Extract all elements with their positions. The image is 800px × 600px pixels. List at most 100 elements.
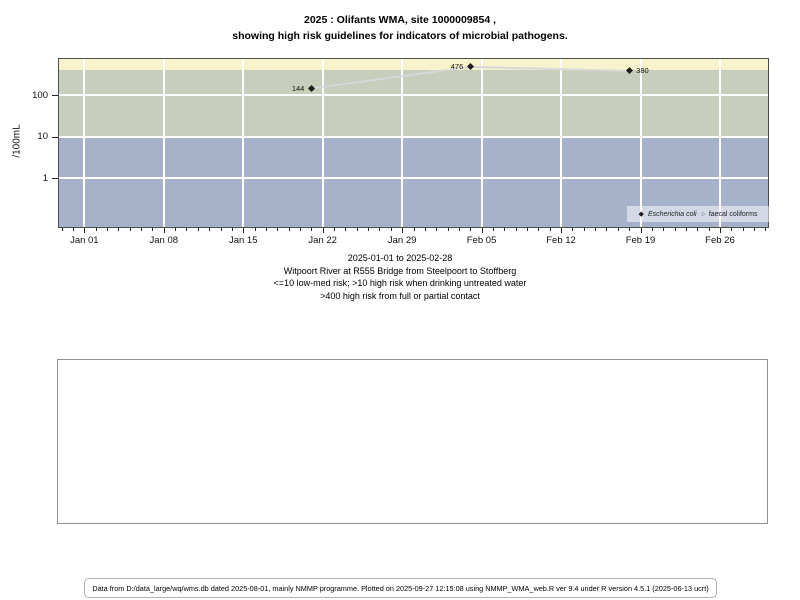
- y-gridline: [58, 177, 769, 179]
- x-minor-tick: [742, 228, 744, 231]
- x-minor-tick: [504, 228, 506, 231]
- x-tick-label: Feb 05: [466, 235, 497, 246]
- x-tick-label: Jan 22: [308, 235, 337, 246]
- plot-border: [58, 58, 769, 228]
- x-gridline: [162, 58, 165, 228]
- x-minor-tick: [685, 228, 687, 231]
- subtitle-site-description: Witpoort River at R555 Bridge from Steel…: [283, 265, 517, 276]
- x-tick-label: Jan 01: [70, 235, 99, 246]
- legend-label-escherichia-coli: Escherichia coli: [647, 210, 697, 218]
- x-major-tick: [561, 228, 563, 233]
- chart-title: 2025 : Olifants WMA, site 1000009854 , s…: [0, 12, 800, 44]
- x-minor-tick: [549, 228, 551, 231]
- x-minor-tick: [436, 228, 438, 231]
- x-minor-tick: [470, 228, 472, 231]
- chart-legend: ◆ Escherichia coli ○ faecal coliforms: [627, 206, 769, 222]
- x-minor-tick: [572, 228, 574, 231]
- x-minor-tick: [141, 228, 143, 231]
- x-minor-tick: [674, 228, 676, 231]
- x-minor-tick: [254, 228, 256, 231]
- faecal-coliforms-circle-icon: ○: [700, 210, 705, 218]
- x-major-tick: [163, 228, 165, 233]
- escherichia-coli-series-line: [310, 65, 631, 90]
- chart-subtitle: 2025-01-01 to 2025-02-28 Witpoort River …: [0, 252, 800, 302]
- x-minor-tick: [61, 228, 63, 231]
- footer: Data from D:/data_large/wq/wms.db dated …: [84, 578, 717, 598]
- x-minor-tick: [118, 228, 120, 231]
- y-gridline: [58, 94, 769, 96]
- x-gridline: [83, 58, 86, 228]
- x-minor-tick: [708, 228, 710, 231]
- x-gridline: [480, 58, 483, 228]
- x-minor-tick: [129, 228, 131, 231]
- x-minor-tick: [368, 228, 370, 231]
- x-minor-tick: [152, 228, 154, 231]
- chart-title-line-1: 2025 : Olifants WMA, site 1000009854 ,: [303, 14, 496, 26]
- x-tick-label: Feb 19: [625, 235, 656, 246]
- y-tick: [52, 178, 58, 179]
- x-minor-tick: [527, 228, 528, 231]
- subtitle-risk-guideline-1: <=10 low-med risk; >10 high risk when dr…: [273, 278, 527, 288]
- subtitle-date-range: 2025-01-01 to 2025-02-28: [347, 253, 453, 263]
- x-minor-tick: [107, 228, 109, 231]
- x-major-tick: [243, 228, 245, 233]
- x-major-tick: [481, 228, 483, 233]
- x-minor-tick: [277, 228, 279, 231]
- x-minor-tick: [424, 228, 426, 231]
- x-minor-tick: [663, 228, 665, 231]
- data-point-label: 476: [450, 62, 464, 72]
- x-minor-tick: [754, 228, 756, 231]
- risk-band-above-400-high-risk-full-or-partial-contact: [58, 58, 769, 71]
- x-minor-tick: [265, 228, 267, 231]
- data-point-label: 380: [636, 66, 649, 76]
- x-minor-tick: [617, 228, 619, 231]
- legend-label-faecal-coliforms: faecal coliforms: [708, 210, 758, 218]
- y-gridline: [58, 135, 769, 138]
- x-tick-label: Jan 08: [149, 235, 179, 246]
- empty-panel: [57, 359, 768, 524]
- x-minor-tick: [334, 228, 336, 231]
- x-minor-tick: [197, 228, 199, 231]
- footer-provenance-text: Data from D:/data_large/wq/wms.db dated …: [92, 583, 709, 593]
- y-tick: [52, 95, 58, 96]
- y-tick-label: 100: [32, 89, 48, 101]
- x-minor-tick: [731, 228, 733, 231]
- x-minor-tick: [379, 228, 381, 231]
- x-minor-tick: [413, 228, 415, 231]
- x-minor-tick: [447, 228, 449, 231]
- x-gridline: [321, 58, 324, 228]
- x-gridline: [639, 58, 642, 228]
- x-minor-tick: [209, 228, 211, 231]
- x-minor-tick: [311, 228, 313, 231]
- x-minor-tick: [765, 228, 767, 231]
- y-tick-label: 10: [37, 131, 48, 142]
- x-minor-tick: [390, 228, 392, 231]
- x-minor-tick: [95, 228, 97, 231]
- x-tick-label: Jan 15: [228, 235, 258, 246]
- x-minor-tick: [606, 228, 608, 231]
- x-major-tick: [402, 228, 404, 233]
- y-tick-label: 1: [42, 172, 48, 184]
- x-major-tick: [640, 228, 642, 233]
- y-tick: [52, 136, 58, 138]
- x-major-tick: [322, 228, 324, 233]
- x-minor-tick: [538, 228, 540, 231]
- x-gridline: [401, 58, 404, 228]
- escherichia-coli-diamond-icon: ◆: [638, 210, 644, 218]
- x-minor-tick: [651, 228, 653, 231]
- x-minor-tick: [288, 228, 290, 231]
- x-minor-tick: [458, 228, 460, 231]
- x-major-tick: [84, 228, 86, 233]
- x-major-tick: [719, 228, 721, 233]
- x-minor-tick: [72, 228, 74, 231]
- x-minor-tick: [356, 228, 358, 231]
- x-minor-tick: [299, 228, 301, 231]
- subtitle-risk-guideline-2: >400 high risk from full or partial cont…: [320, 290, 480, 301]
- x-tick-label: Feb 26: [705, 235, 735, 246]
- chart-title-line-2: showing high risk guidelines for indicat…: [232, 30, 568, 42]
- data-point-label: 144: [291, 83, 305, 93]
- risk-band-10-to-400-high-risk-drinking-untreated: [58, 70, 769, 137]
- x-minor-tick: [583, 228, 585, 231]
- x-minor-tick: [595, 228, 597, 231]
